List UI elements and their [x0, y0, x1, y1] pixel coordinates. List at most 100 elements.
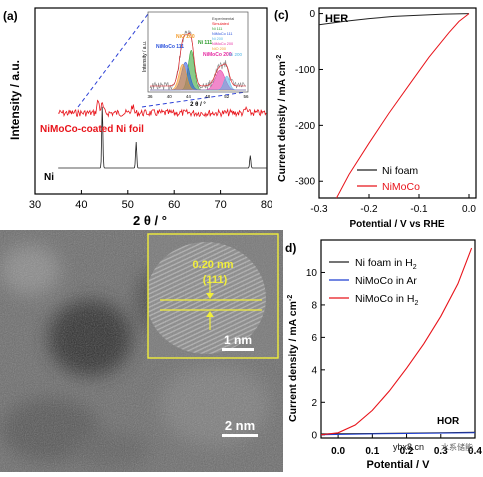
her-x-tick-label: -0.2 [360, 204, 378, 215]
inset-x-label: 2 θ / ° [190, 102, 206, 108]
panel-d-hor: d) Current density / mA cm-2 0.0 0.1 0.2 0.… [283, 230, 483, 472]
her-x-tick-label: -0.3 [310, 204, 328, 215]
panel-b-tem: 0.20 nm (111) 1 nm 2 nm [0, 230, 283, 472]
hor-y-tick-label: 0 [311, 430, 317, 441]
lattice-plane-label: (111) [203, 274, 228, 286]
inset-label-nimoco200: NiMoCo 200 [203, 52, 232, 58]
hor-y-tick-label: 2 [311, 398, 317, 409]
legend-nifoam-h2: Ni foam in H2 [355, 257, 417, 271]
her-x-axis-label: Potential / V vs RHE [349, 219, 444, 230]
panel-d-letter: d) [285, 241, 296, 255]
xrd-x-tick-label: 30 [29, 199, 41, 211]
inset-simulated [150, 32, 246, 87]
her-y-tick-label: -200 [295, 121, 315, 132]
inset-x-tick-label: 36 [147, 94, 153, 99]
xrd-x-tick-label: 70 [214, 199, 226, 211]
panel-c-her: (c) HER Current density / mA cm-2 -0.3 -0… [272, 0, 483, 230]
her-frame [318, 7, 477, 199]
hrtem-inset-border [147, 233, 279, 359]
inset-y-label: Intensity / a.u. [142, 41, 148, 72]
hor-x-tick-label: 0.1 [365, 446, 379, 457]
xrd-line-nimoco [57, 99, 267, 118]
hor-y-axis-label: Current density / mA cm-2 [287, 295, 299, 422]
her-y-tick-label: 0 [309, 9, 315, 20]
inset-label-nio200: NiO 200 [176, 34, 195, 40]
lattice-spacing-label: 0.20 nm [193, 259, 234, 271]
hor-legend: Ni foam in H2 NiMoCo in Ar NiMoCo in H2 [329, 257, 419, 307]
watermark: ybx8.cn [393, 442, 424, 452]
hor-line-nimoco-h2 [320, 247, 473, 436]
legend-nimoco-ar: NiMoCo in Ar [355, 275, 417, 287]
her-ticks: -0.3 -0.2 -0.1 0.0 0 -100 -200 -300 [295, 9, 476, 215]
her-y-tick-label: -300 [295, 177, 315, 188]
hor-x-tick-label: 0.2 [400, 446, 414, 457]
hrtem-inset: 0.20 nm (111) 1 nm [147, 233, 279, 359]
zoom-line-left [77, 13, 149, 108]
hor-ticks: 0.0 0.1 0.2 0.3 0.4 0 2 4 6 8 10 [306, 268, 483, 457]
inset-legend-item: Ni 111 [212, 27, 222, 31]
her-x-tick-label: -0.1 [410, 204, 428, 215]
inset-label-ni200: Ni 200 [229, 52, 243, 57]
xrd-line-ni [58, 106, 267, 169]
legend-nifoam: Ni foam [382, 165, 418, 177]
xrd-x-tick-label: 60 [168, 199, 180, 211]
her-line-nimoco [336, 13, 470, 199]
hor-y-tick-label: 10 [306, 268, 318, 279]
hor-y-tick-label: 4 [311, 365, 317, 376]
hor-x-tick-label: 0.4 [468, 446, 482, 457]
label-ni: Ni [44, 172, 54, 183]
xrd-x-tick-label: 50 [122, 199, 134, 211]
main-scale-bar [222, 434, 258, 437]
xrd-x-ticks: 30 40 50 60 70 80 [29, 190, 273, 211]
hor-x-tick-label: 0.3 [434, 446, 448, 457]
xrd-x-axis-label: 2 θ / ° [133, 213, 167, 228]
inset-legend-item: NiMoCo 111 [212, 32, 233, 36]
inset-legend-item: NiO 200 [212, 47, 226, 51]
main-scale-label: 2 nm [225, 418, 255, 433]
xrd-x-tick-label: 40 [75, 199, 87, 211]
xrd-inset: Intensity / a.u. 36 40 44 48 52 56 2 θ / ° Ex… [142, 11, 249, 108]
her-chart: (c) HER Current density / mA cm-2 -0.3 -0… [274, 7, 477, 230]
hor-line-nimoco-ar [320, 432, 476, 436]
inset-scale-bar [222, 348, 254, 351]
her-line-nifoam [318, 13, 470, 26]
inset-legend-item: Experimental [212, 17, 234, 21]
inset-label-nimoco111: NiMoCo 111 [156, 44, 184, 50]
inset-legend-item: NiMoCo 200 [212, 42, 233, 46]
her-y-axis-label: Current density / mA cm-2 [276, 55, 288, 182]
inset-label-ni111: Ni 111 [198, 40, 212, 46]
label-nimoco-coated: NiMoCo-coated Ni foil [40, 124, 144, 135]
hor-x-tick-label: 0.0 [331, 446, 345, 457]
inset-legend-item: Simulated [212, 22, 229, 26]
her-x-tick-label: 0.0 [462, 204, 476, 215]
panel-a-letter: (a) [3, 9, 18, 23]
tem-image: 0.20 nm (111) 1 nm 2 nm [0, 230, 283, 472]
her-y-tick-label: -100 [295, 65, 315, 76]
hor-x-axis-label: Potential / V [367, 459, 431, 471]
xrd-x-tick-label: 80 [261, 199, 272, 211]
xrd-chart: (a) Intensity / a.u. 30 40 50 60 70 80 2 θ / … [3, 7, 273, 228]
zoom-line-right [141, 91, 247, 108]
watermark-cn: 水系储能 [441, 442, 473, 452]
inset-x-tick-label: 44 [186, 94, 192, 99]
hor-y-tick-label: 8 [311, 300, 317, 311]
hor-chart: d) Current density / mA cm-2 0.0 0.1 0.2 0.… [285, 239, 483, 471]
inset-x-tick-label: 52 [224, 94, 230, 99]
legend-nimoco: NiMoCo [382, 181, 420, 193]
xrd-y-axis-label: Intensity / a.u. [8, 60, 22, 140]
inset-legend: Experimental Simulated Ni 111 NiMoCo 111… [212, 17, 234, 51]
hor-y-tick-label: 6 [311, 333, 317, 344]
legend-nimoco-h2: NiMoCo in H2 [355, 293, 419, 307]
hor-title: HOR [437, 416, 460, 427]
inset-peak-ni200 [150, 75, 246, 91]
panel-c-letter: (c) [274, 8, 289, 22]
inset-x-tick-label: 40 [167, 94, 173, 99]
inset-scale-label: 1 nm [224, 333, 252, 347]
inset-legend-item: Ni 200 [212, 37, 223, 41]
her-legend: Ni foam NiMoCo [357, 165, 420, 193]
hor-frame [320, 239, 476, 439]
panel-a-xrd: (a) Intensity / a.u. 30 40 50 60 70 80 2 θ / … [0, 0, 273, 230]
inset-frame [147, 11, 249, 93]
inset-x-tick-label: 56 [243, 94, 249, 99]
inset-x-tick-label: 48 [205, 94, 211, 99]
